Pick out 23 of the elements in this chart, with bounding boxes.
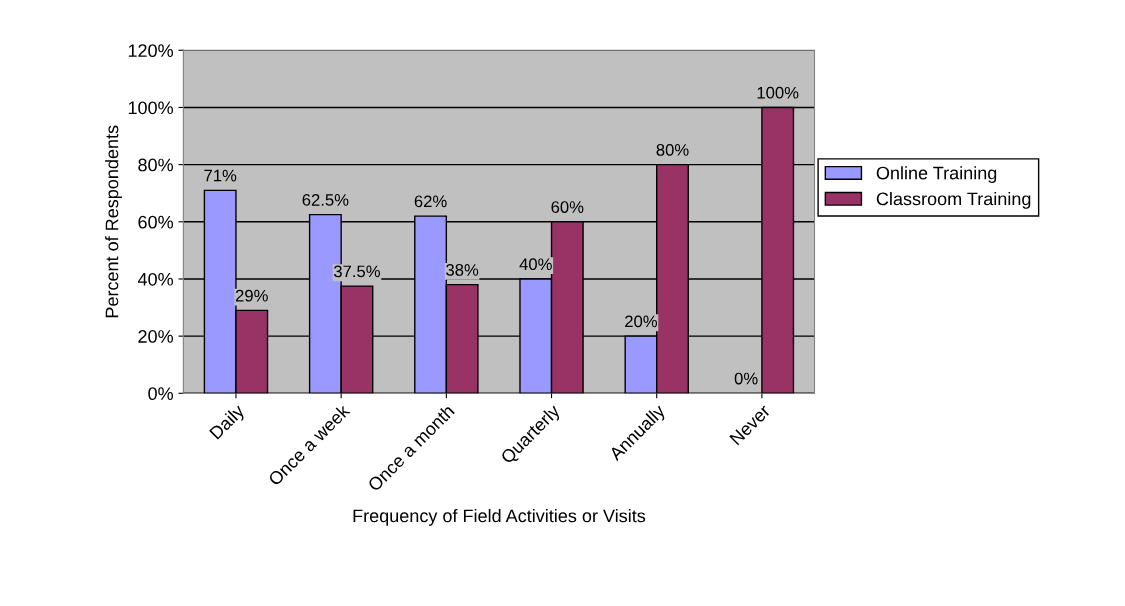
x-axis-title: Frequency of Field Activities or Visits [353,508,646,526]
data-label: 37.5% [333,265,380,278]
y-tick-label: 60% [138,215,174,229]
data-label: 20% [625,315,658,328]
data-label: 38% [446,264,479,276]
y-tick-label: 20% [138,330,174,343]
data-label: 100% [757,86,799,99]
y-tick-label: 40% [137,272,174,286]
data-label: 60% [551,201,584,213]
data-label: 40% [519,258,552,271]
data-label: 62% [414,195,447,208]
data-label: 62.5% [302,194,349,206]
legend-label: Online Training [876,166,997,183]
y-tick-label: 100% [128,101,174,115]
data-label: 80% [656,143,689,156]
data-label: 29% [235,289,268,302]
data-label: 71% [204,169,237,182]
y-tick-label: 120% [128,44,174,58]
y-axis-title: Percent of Respondents [105,125,122,318]
y-tick-label: 0% [148,387,174,401]
y-tick-label: 80% [138,158,174,172]
data-label: 0% [734,372,758,385]
legend-label: Classroom Training [876,192,1031,209]
